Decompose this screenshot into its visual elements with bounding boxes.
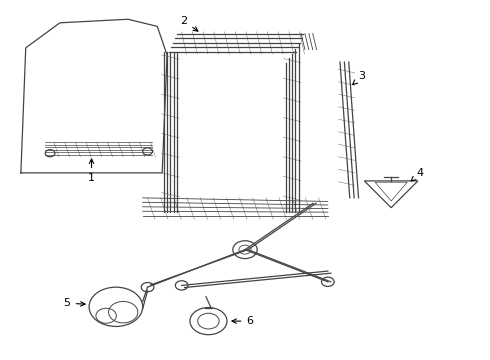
Text: 4: 4 [411, 168, 424, 181]
Text: 5: 5 [64, 298, 85, 308]
Text: 2: 2 [180, 16, 198, 31]
Text: 6: 6 [232, 316, 253, 326]
Text: 1: 1 [88, 159, 95, 183]
Text: 3: 3 [353, 71, 366, 85]
